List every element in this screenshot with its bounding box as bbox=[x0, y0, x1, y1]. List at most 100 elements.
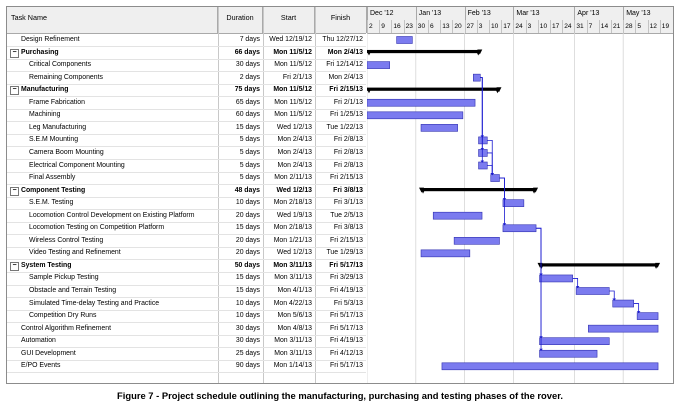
task-duration: 50 days bbox=[234, 261, 260, 269]
column-header-start[interactable]: Start bbox=[263, 7, 315, 33]
task-row[interactable]: GUI Development 25 days Mon 3/11/13 Fri 4/1… bbox=[7, 348, 366, 360]
task-bar[interactable] bbox=[367, 61, 390, 69]
task-start: Mon 2/11/13 bbox=[274, 174, 312, 182]
summary-task-row[interactable]: Component Testing 48 days Wed 1/2/13 Fri 3/… bbox=[7, 185, 366, 197]
task-name: Machining bbox=[29, 111, 61, 119]
task-start: Wed 1/2/13 bbox=[276, 186, 313, 194]
column-header-task-name[interactable]: Task Name bbox=[7, 7, 218, 33]
task-row[interactable]: Sample Pickup Testing 15 days Mon 3/11/13 F… bbox=[7, 272, 366, 284]
task-bar[interactable] bbox=[490, 174, 500, 182]
task-row[interactable]: Wireless Control Testing 20 days Mon 1/21/… bbox=[7, 235, 366, 247]
task-start: Mon 2/18/13 bbox=[273, 199, 312, 207]
task-duration: 25 days bbox=[235, 349, 260, 357]
task-row[interactable]: Electrical Component Mounting 5 days Mon 2… bbox=[7, 160, 366, 172]
task-name: Control Algorithm Refinement bbox=[21, 324, 112, 332]
task-row[interactable]: S.E.M Mounting 5 days Mon 2/4/13 Fri 2/8/13 bbox=[7, 134, 366, 146]
task-bar[interactable] bbox=[539, 349, 598, 358]
task-bar[interactable] bbox=[588, 324, 659, 333]
timescale-week: 28 bbox=[623, 20, 635, 33]
timescale-month: Jan '13 bbox=[415, 7, 465, 20]
task-finish: Fri 3/8/13 bbox=[333, 224, 363, 232]
row-divider bbox=[7, 121, 366, 123]
row-divider bbox=[7, 334, 366, 336]
task-row[interactable]: Camera Boom Mounting 5 days Mon 2/4/13 Fri … bbox=[7, 147, 366, 159]
task-row[interactable]: Frame Fabrication 65 days Mon 11/5/12 Fri 2… bbox=[7, 97, 366, 109]
summary-task-row[interactable]: Manufacturing 75 days Mon 11/5/12 Fri 2/15/… bbox=[7, 84, 366, 96]
task-bar[interactable] bbox=[502, 224, 537, 233]
task-bar[interactable] bbox=[636, 312, 659, 320]
task-row[interactable]: Control Algorithm Refinement 30 days Mon 4… bbox=[7, 323, 366, 335]
task-finish: Fri 2/1/13 bbox=[333, 98, 363, 106]
collapse-toggle-icon[interactable]: − bbox=[10, 86, 19, 96]
task-bar[interactable] bbox=[367, 98, 476, 107]
task-duration: 90 days bbox=[235, 362, 260, 370]
task-row[interactable]: Locomotion Control Development on Existi… bbox=[7, 210, 366, 222]
task-bar[interactable] bbox=[612, 299, 634, 308]
timescale-month: Dec '12 bbox=[367, 7, 416, 20]
task-bar[interactable] bbox=[502, 199, 525, 207]
task-row[interactable]: Leg Manufacturing 15 days Wed 1/2/13 Tue 1/… bbox=[7, 122, 366, 134]
task-bar[interactable] bbox=[453, 237, 500, 245]
summary-bar[interactable] bbox=[367, 87, 500, 91]
summary-task-row[interactable]: Purchasing 66 days Mon 11/5/12 Mon 2/4/13 − bbox=[7, 47, 366, 59]
task-finish: Fri 4/19/13 bbox=[330, 337, 363, 345]
timescale-week: 24 bbox=[513, 20, 525, 33]
timescale-week: 10 bbox=[537, 20, 550, 33]
task-row[interactable]: E/PO Events 90 days Mon 1/14/13 Fri 5/17/13 bbox=[7, 360, 366, 372]
task-row[interactable]: Simulated Time-delay Testing and Practic… bbox=[7, 298, 366, 310]
collapse-toggle-icon[interactable]: − bbox=[10, 48, 19, 58]
task-bar[interactable] bbox=[396, 36, 413, 44]
summary-task-row[interactable]: System Testing 50 days Mon 3/11/13 Fri 5/17… bbox=[7, 260, 366, 272]
task-row[interactable]: Obstacle and Terrain Testing 15 days Mon 4… bbox=[7, 285, 366, 297]
task-row[interactable]: S.E.M. Testing 10 days Mon 2/18/13 Fri 3/1/… bbox=[7, 197, 366, 209]
task-bar[interactable] bbox=[367, 111, 464, 120]
task-start: Fri 2/1/13 bbox=[282, 73, 312, 81]
row-divider bbox=[7, 259, 366, 261]
task-finish: Fri 2/8/13 bbox=[333, 136, 363, 144]
task-row[interactable]: Automation 30 days Mon 3/11/13 Fri 4/19/13 bbox=[7, 335, 366, 347]
dependency-link bbox=[572, 278, 579, 288]
dependency-link bbox=[536, 227, 542, 275]
row-divider bbox=[7, 133, 366, 135]
summary-bar-start-cap bbox=[367, 89, 371, 94]
task-start: Mon 1/21/13 bbox=[273, 236, 312, 244]
summary-bar[interactable] bbox=[367, 49, 481, 54]
summary-bar[interactable] bbox=[421, 188, 537, 192]
task-finish: Fri 1/25/13 bbox=[330, 111, 363, 119]
task-bar[interactable] bbox=[420, 124, 458, 132]
task-bar[interactable] bbox=[420, 249, 471, 258]
task-bar[interactable] bbox=[575, 287, 610, 295]
task-row[interactable]: Design Refinement 7 days Wed 12/19/12 Thu 1… bbox=[7, 34, 366, 46]
timescale: Dec '12 Jan '13 Feb '13 Mar '13 Apr '13 May '… bbox=[367, 7, 673, 34]
task-bar[interactable] bbox=[473, 73, 481, 82]
timescale-week: 30 bbox=[415, 20, 428, 33]
summary-bar[interactable] bbox=[539, 263, 659, 267]
task-name: Locomotion Control Development on Existi… bbox=[29, 211, 195, 219]
timescale-month: May '13 bbox=[623, 7, 673, 20]
task-name: Camera Boom Mounting bbox=[29, 148, 104, 156]
column-header-duration[interactable]: Duration bbox=[218, 7, 263, 33]
task-bar[interactable] bbox=[478, 149, 488, 157]
collapse-toggle-icon[interactable]: − bbox=[10, 186, 19, 196]
task-bar[interactable] bbox=[478, 161, 488, 170]
collapse-toggle-icon[interactable]: − bbox=[10, 261, 19, 271]
task-start: Mon 5/6/13 bbox=[277, 312, 312, 320]
row-divider bbox=[7, 246, 366, 248]
task-bar[interactable] bbox=[441, 362, 659, 371]
task-row[interactable]: Locomotion Testing on Competition Platfo… bbox=[7, 222, 366, 234]
task-bar[interactable] bbox=[478, 136, 488, 145]
task-row[interactable]: Final Assembly 5 days Mon 2/11/13 Fri 2/15/… bbox=[7, 172, 366, 184]
timescale-week: 7 bbox=[586, 20, 599, 33]
task-row[interactable]: Critical Components 30 days Mon 11/5/12 Fri… bbox=[7, 59, 366, 71]
task-row[interactable]: Video Testing and Refinement 20 days Wed 1… bbox=[7, 247, 366, 259]
task-start: Mon 4/8/13 bbox=[277, 324, 312, 332]
column-header-finish[interactable]: Finish bbox=[315, 7, 367, 33]
task-bar[interactable] bbox=[539, 274, 573, 283]
task-row[interactable]: Remaining Components 2 days Fri 2/1/13 Mon … bbox=[7, 72, 366, 84]
task-row[interactable]: Machining 60 days Mon 11/5/12 Fri 1/25/13 bbox=[7, 109, 366, 121]
task-bar[interactable] bbox=[432, 211, 483, 220]
summary-bar-end-cap bbox=[655, 262, 661, 268]
task-start: Mon 3/11/13 bbox=[273, 261, 312, 269]
task-bar[interactable] bbox=[539, 337, 610, 346]
task-row[interactable]: Competition Dry Runs 10 days Mon 5/6/13 Fri… bbox=[7, 310, 366, 322]
